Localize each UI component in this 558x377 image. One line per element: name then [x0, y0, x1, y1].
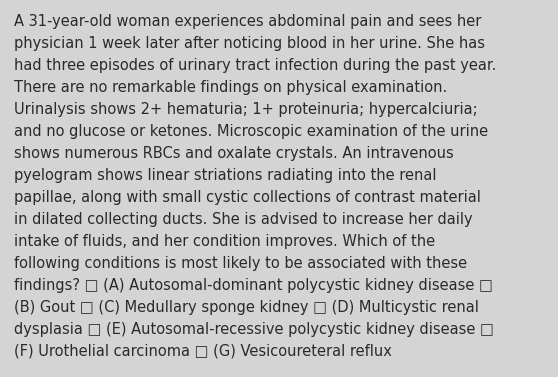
Text: pyelogram shows linear striations radiating into the renal: pyelogram shows linear striations radiat… [14, 168, 436, 183]
Text: Urinalysis shows 2+ hematuria; 1+ proteinuria; hypercalciuria;: Urinalysis shows 2+ hematuria; 1+ protei… [14, 102, 478, 117]
Text: shows numerous RBCs and oxalate crystals. An intravenous: shows numerous RBCs and oxalate crystals… [14, 146, 454, 161]
Text: following conditions is most likely to be associated with these: following conditions is most likely to b… [14, 256, 467, 271]
Text: in dilated collecting ducts. She is advised to increase her daily: in dilated collecting ducts. She is advi… [14, 212, 473, 227]
Text: had three episodes of urinary tract infection during the past year.: had three episodes of urinary tract infe… [14, 58, 497, 73]
Text: physician 1 week later after noticing blood in her urine. She has: physician 1 week later after noticing bl… [14, 36, 485, 51]
Text: intake of fluids, and her condition improves. Which of the: intake of fluids, and her condition impr… [14, 234, 435, 249]
Text: papillae, along with small cystic collections of contrast material: papillae, along with small cystic collec… [14, 190, 481, 205]
Text: A 31-year-old woman experiences abdominal pain and sees her: A 31-year-old woman experiences abdomina… [14, 14, 482, 29]
Text: (F) Urothelial carcinoma □ (G) Vesicoureteral reflux: (F) Urothelial carcinoma □ (G) Vesicoure… [14, 344, 392, 359]
Text: There are no remarkable findings on physical examination.: There are no remarkable findings on phys… [14, 80, 448, 95]
Text: findings? □ (A) Autosomal-dominant polycystic kidney disease □: findings? □ (A) Autosomal-dominant polyc… [14, 278, 493, 293]
Text: and no glucose or ketones. Microscopic examination of the urine: and no glucose or ketones. Microscopic e… [14, 124, 488, 139]
Text: dysplasia □ (E) Autosomal-recessive polycystic kidney disease □: dysplasia □ (E) Autosomal-recessive poly… [14, 322, 494, 337]
Text: (B) Gout □ (C) Medullary sponge kidney □ (D) Multicystic renal: (B) Gout □ (C) Medullary sponge kidney □… [14, 300, 479, 315]
